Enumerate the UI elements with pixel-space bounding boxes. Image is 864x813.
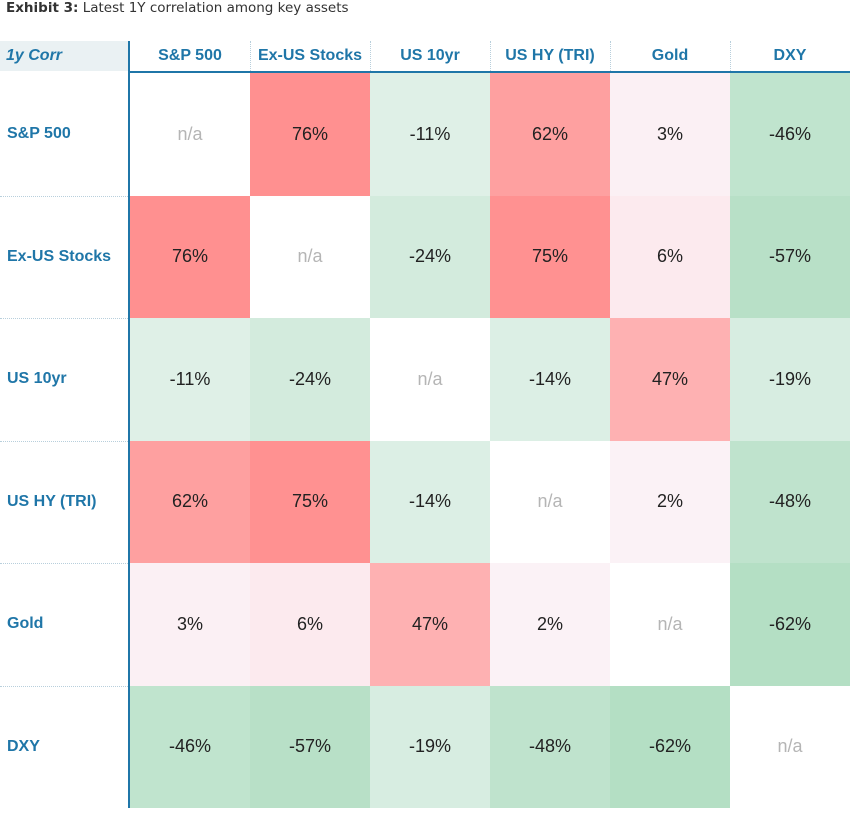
heatmap-cell: n/a (730, 685, 850, 808)
heatmap-cell: 6% (250, 563, 370, 686)
heatmap-cell: n/a (130, 73, 250, 196)
row-separator (0, 195, 130, 197)
heatmap-cell: 3% (610, 73, 730, 196)
heatmap-cell: -19% (730, 318, 850, 441)
row-separator (0, 318, 130, 319)
row-header: US 10yr (7, 370, 67, 388)
heatmap-cell: 62% (490, 73, 610, 196)
row-separator (0, 563, 130, 564)
column-header: US 10yr (400, 47, 460, 64)
heatmap-cell: n/a (610, 563, 730, 686)
header-separator (250, 41, 251, 71)
corner-label: 1y Corr (0, 41, 129, 71)
heatmap-cell: 75% (250, 440, 370, 563)
column-header-divider (130, 71, 850, 73)
row-header: DXY (7, 737, 40, 755)
row-header-divider (128, 41, 130, 808)
header-separator (370, 41, 371, 71)
heatmap-cell: -57% (250, 685, 370, 808)
heatmap-cell: 2% (610, 440, 730, 563)
column-header: DXY (773, 47, 807, 64)
heatmap-cell: -11% (130, 318, 250, 441)
header-separator (730, 41, 731, 71)
heatmap-cell: -48% (490, 685, 610, 808)
row-header: US HY (TRI) (7, 492, 97, 510)
column-header: Gold (651, 47, 689, 64)
header-separator (610, 41, 611, 71)
row-separator (0, 685, 130, 687)
heatmap-cell: -46% (130, 685, 250, 808)
exhibit-title-text: Latest 1Y correlation among key assets (78, 0, 349, 16)
heatmap-cell: 76% (130, 195, 250, 318)
heatmap-cell: -62% (610, 685, 730, 808)
row-header: Ex-US Stocks (7, 247, 112, 265)
heatmap-cell: -46% (730, 73, 850, 196)
heatmap-cell: n/a (370, 318, 490, 441)
heatmap-cell: -48% (730, 440, 850, 563)
row-separator (0, 440, 130, 442)
heatmap-cell: -14% (490, 318, 610, 441)
row-header: S&P 500 (7, 125, 71, 143)
heatmap-cell: 76% (250, 73, 370, 196)
column-header: US HY (TRI) (505, 47, 595, 64)
heatmap-cell: -19% (370, 685, 490, 808)
heatmap-cell: -57% (730, 195, 850, 318)
heatmap-cell: 75% (490, 195, 610, 318)
exhibit-title: Exhibit 3: Latest 1Y correlation among k… (6, 0, 349, 16)
exhibit-prefix: Exhibit 3: (6, 0, 79, 16)
heatmap-cell: -14% (370, 440, 490, 563)
column-header: Ex-US Stocks (257, 47, 363, 64)
heatmap-cell: -24% (250, 318, 370, 441)
heatmap-cell: 2% (490, 563, 610, 686)
heatmap-cell: -24% (370, 195, 490, 318)
heatmap-cell: -11% (370, 73, 490, 196)
heatmap-cell: 3% (130, 563, 250, 686)
header-separator (490, 41, 491, 71)
heatmap-cell: 6% (610, 195, 730, 318)
heatmap-cell: 47% (610, 318, 730, 441)
heatmap-cell: n/a (250, 195, 370, 318)
column-header: S&P 500 (158, 47, 222, 64)
heatmap-cell: 62% (130, 440, 250, 563)
heatmap-cell: n/a (490, 440, 610, 563)
heatmap-cell: 47% (370, 563, 490, 686)
row-header: Gold (7, 615, 44, 633)
heatmap-cell: -62% (730, 563, 850, 686)
